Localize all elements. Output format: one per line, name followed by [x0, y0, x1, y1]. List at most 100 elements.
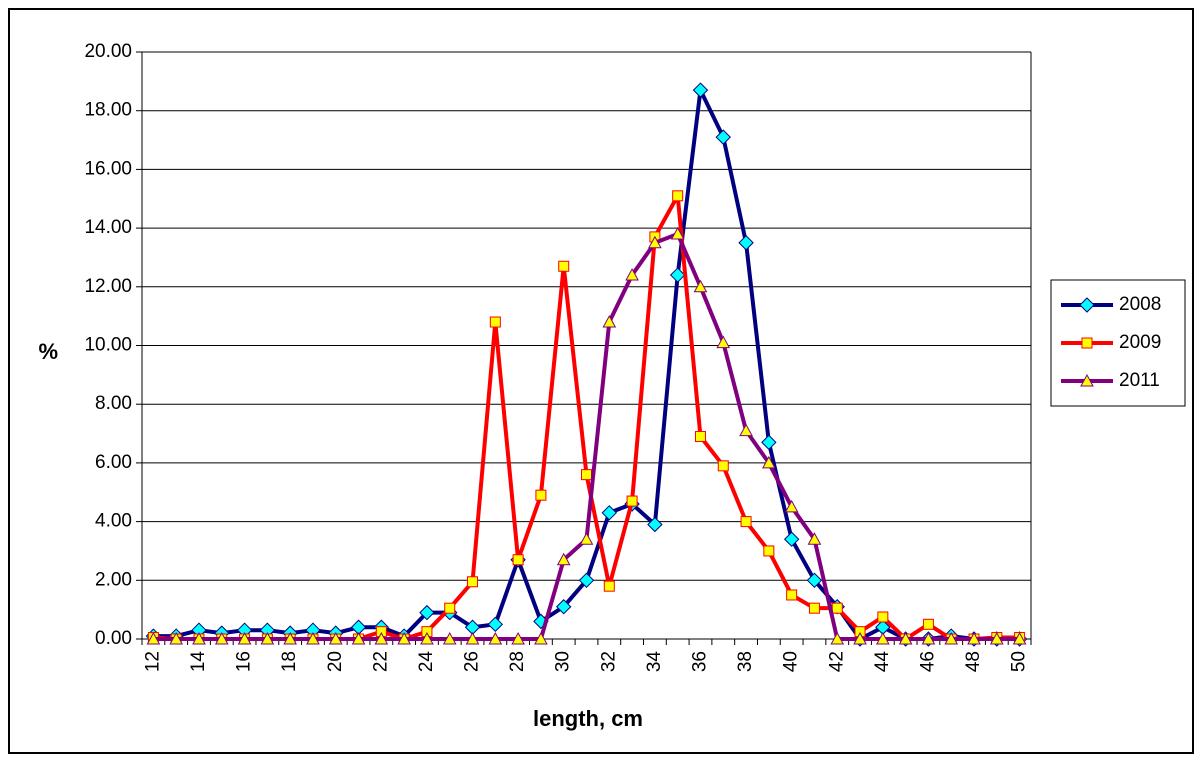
y-tick-label: 12.00 [84, 276, 132, 297]
data-point [921, 631, 936, 645]
data-point [214, 631, 229, 645]
y-tick-label: 10.00 [84, 335, 132, 356]
y-tick-label: 18.00 [84, 100, 132, 121]
y-tick-label: 4.00 [95, 511, 132, 532]
series-layer [145, 82, 1028, 647]
x-axis-ticks: 12 14 16 18 20 22 24 26 28 30 32 34 36 38 40 42 44 46 48 50 [141, 639, 1032, 673]
y-tick-label: 14.00 [84, 217, 132, 238]
data-point [875, 631, 890, 645]
data-point [761, 434, 777, 451]
y-tick-label: 20.00 [84, 41, 132, 62]
data-point [578, 572, 595, 589]
series-2011 [146, 226, 1027, 645]
series-line [153, 193, 1020, 641]
legend-marker [1079, 297, 1095, 313]
legend-label: 2011 [1119, 370, 1160, 391]
data-point [555, 599, 572, 615]
data-point [738, 235, 754, 251]
y-tick-label: 8.00 [95, 393, 132, 414]
legend-label: 2008 [1119, 294, 1161, 315]
data-point [192, 631, 206, 645]
data-point [626, 495, 638, 507]
data-point [601, 505, 618, 521]
x-axis-title: length, cm [533, 706, 643, 731]
data-point [511, 631, 525, 645]
data-point [602, 314, 617, 328]
x-tick-label: 32 [598, 651, 619, 672]
data-point [807, 532, 822, 545]
x-tick-label: 34 [644, 651, 665, 673]
data-point [786, 589, 798, 601]
x-tick-label: 18 [279, 651, 300, 672]
gridlines [142, 51, 1031, 640]
data-point [694, 430, 706, 442]
data-point [603, 580, 615, 592]
data-point [558, 260, 570, 272]
x-tick-label: 24 [416, 651, 437, 673]
data-point [783, 531, 800, 547]
x-tick-label: 14 [188, 651, 209, 673]
x-tick-label: 40 [781, 651, 802, 672]
data-point [647, 516, 663, 533]
data-point [487, 616, 504, 633]
legend-item-2011: 2011 [1061, 370, 1160, 391]
series-line [153, 88, 1020, 641]
x-tick-label: 30 [553, 651, 574, 672]
data-point [693, 279, 708, 293]
x-tick-label: 38 [735, 651, 756, 672]
x-tick-label: 26 [462, 651, 483, 672]
data-point [534, 631, 548, 645]
data-point [306, 631, 320, 645]
data-point [169, 631, 184, 645]
data-point [670, 226, 685, 240]
data-point [989, 631, 1004, 645]
data-point [648, 235, 662, 249]
x-tick-label: 12 [142, 651, 163, 672]
data-point [260, 631, 275, 645]
legend-marker [1080, 373, 1094, 387]
y-tick-label: 2.00 [95, 569, 132, 590]
data-point [739, 423, 753, 437]
data-point [763, 545, 775, 557]
data-point [556, 552, 571, 566]
data-point [467, 576, 479, 588]
data-point [762, 455, 776, 469]
data-point [784, 499, 799, 513]
data-point [420, 631, 434, 645]
data-point [442, 631, 457, 645]
data-point [740, 516, 752, 528]
data-point [625, 268, 639, 281]
y-axis-ticks: 0.00 2.00 4.00 6.00 8.00 10.00 12.00 14.00 16.00… [84, 41, 142, 649]
y-tick-label: 6.00 [95, 452, 132, 473]
x-tick-label: 22 [370, 651, 391, 672]
data-point [831, 602, 843, 614]
data-point [419, 604, 435, 621]
x-tick-label: 48 [963, 651, 984, 672]
data-point [944, 631, 959, 645]
data-point [488, 631, 503, 645]
legend-item-2008: 2008 [1061, 294, 1161, 315]
data-point [692, 82, 709, 98]
series-2008 [145, 82, 1028, 647]
x-tick-label: 50 [1009, 651, 1030, 672]
legend-marker [1081, 337, 1093, 349]
data-point [374, 631, 389, 645]
data-point [328, 631, 343, 645]
data-point [283, 631, 298, 645]
x-tick-label: 28 [507, 651, 528, 672]
x-tick-label: 42 [826, 651, 847, 672]
data-point [512, 554, 524, 566]
legend-label: 2009 [1119, 332, 1161, 353]
legend-item-2009: 2009 [1061, 332, 1161, 353]
data-point [444, 602, 456, 614]
data-point [146, 631, 161, 645]
data-point [237, 631, 252, 645]
x-tick-label: 20 [325, 651, 346, 672]
data-point [535, 489, 547, 501]
x-tick-label: 46 [917, 651, 938, 672]
data-point [717, 460, 729, 472]
y-axis-title: % [38, 339, 58, 364]
data-point [830, 631, 845, 645]
data-point [672, 190, 684, 202]
